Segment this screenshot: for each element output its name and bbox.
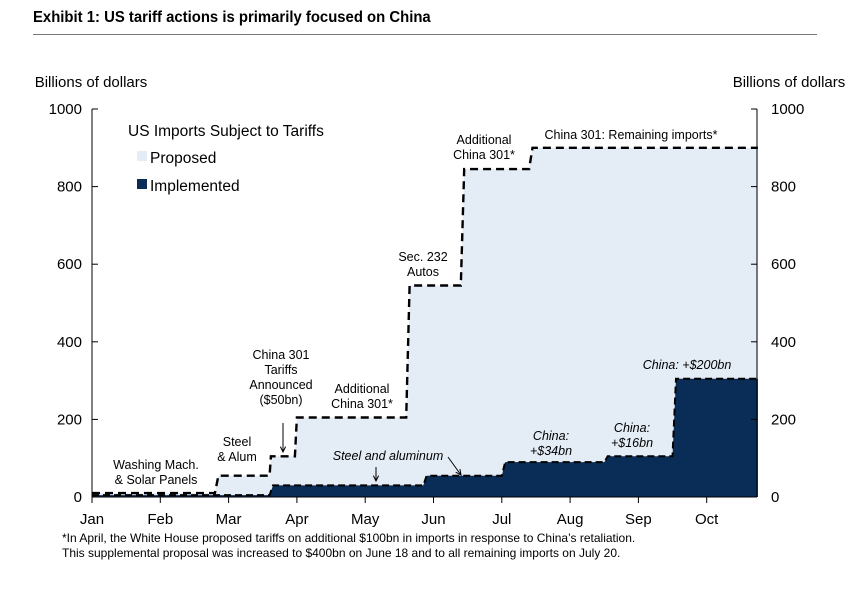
annotation-arrow <box>447 456 462 476</box>
y-axis-title-right: Billions of dollars <box>733 74 846 91</box>
x-tick-label: Jul <box>492 511 511 528</box>
x-tick-label: Jan <box>80 511 104 528</box>
y-tick-label-left: 800 <box>57 179 82 196</box>
annotation-text: China: <box>614 421 650 435</box>
annotation-text: & Alum <box>217 450 257 464</box>
annotation-text: Washing Mach. <box>113 458 199 472</box>
annotation-text: China 301: Remaining imports* <box>544 128 717 142</box>
annotation-arrowhead <box>372 475 380 483</box>
x-tick-label: Jun <box>421 511 445 528</box>
annotation-text: Steel and aluminum <box>333 449 443 463</box>
x-tick-label: May <box>351 511 380 528</box>
annotation-text: Tariffs <box>264 363 297 377</box>
annotation-text: +$34bn <box>530 444 572 458</box>
footnote-line: *In April, the White House proposed tari… <box>62 531 636 545</box>
proposed-area <box>92 147 758 498</box>
annotation-text: +$16bn <box>611 436 653 450</box>
y-tick-label-left: 600 <box>57 256 82 273</box>
exhibit-title: Exhibit 1: US tariff actions is primaril… <box>33 9 431 26</box>
annotation-text: Announced <box>249 378 312 392</box>
x-tick-label: Apr <box>285 511 308 528</box>
y-tick-label-right: 1000 <box>771 101 804 118</box>
annotation-arrowhead <box>279 446 287 454</box>
legend-swatch-implemented <box>137 179 147 189</box>
annotation-text: ($50bn) <box>259 393 302 407</box>
annotation-text: China 301* <box>331 397 393 411</box>
x-tick-label: Oct <box>695 511 719 528</box>
y-tick-label-right: 400 <box>771 334 796 351</box>
proposed-step-line <box>92 146 758 495</box>
annotation-text: & Solar Panels <box>115 473 198 487</box>
y-tick-label-left: 0 <box>74 489 82 506</box>
annotation: China:+$34bn <box>530 429 572 458</box>
annotation-text: China 301* <box>453 148 515 162</box>
y-tick-label-right: 600 <box>771 256 796 273</box>
y-axis-title-left: Billions of dollars <box>35 74 148 91</box>
x-tick-label: Feb <box>147 511 173 528</box>
y-tick-label-right: 800 <box>771 179 796 196</box>
tariff-chart: 0 0 200 200 400 400 600 600 800 800 1000 1000 Jan Feb… <box>35 74 846 528</box>
y-tick-label-left: 200 <box>57 411 82 428</box>
y-tick-label-right: 200 <box>771 411 796 428</box>
annotation-text: Autos <box>407 265 439 279</box>
annotation-text: Additional <box>457 133 512 147</box>
x-tick-label: Aug <box>557 511 584 528</box>
annotation-text: China: <box>533 429 569 443</box>
implemented-area <box>92 378 758 497</box>
legend-title: US Imports Subject to Tariffs <box>128 123 324 140</box>
annotation: Steel& Alum <box>217 435 257 464</box>
legend-label-implemented: Implemented <box>150 178 240 195</box>
footnote-line: This supplemental proposal was increased… <box>62 546 621 560</box>
y-tick-label-left: 1000 <box>49 101 82 118</box>
annotation-text: Additional <box>335 382 390 396</box>
legend-label-proposed: Proposed <box>150 150 216 167</box>
annotation: China:+$16bn <box>611 421 653 450</box>
annotation: China 301: Remaining imports* <box>544 128 717 142</box>
y-tick-label-right: 0 <box>771 489 779 506</box>
title-rule <box>33 34 817 35</box>
annotation-text: China: +$200bn <box>643 358 732 372</box>
footnote: *In April, the White House proposed tari… <box>62 531 635 561</box>
y-tick-label-left: 400 <box>57 334 82 351</box>
annotation-text: Steel <box>223 435 252 449</box>
implemented-step-line <box>92 377 758 497</box>
annotation-text: China 301 <box>253 348 310 362</box>
legend: US Imports Subject to Tariffs Proposed Imp… <box>128 123 324 195</box>
annotation-text: Sec. 232 <box>398 250 447 264</box>
x-tick-label: Sep <box>625 511 652 528</box>
annotation-arrowhead <box>455 469 462 476</box>
annotation: Steel and aluminum <box>333 449 443 463</box>
legend-swatch-proposed <box>137 151 147 161</box>
x-tick-label: Mar <box>216 511 242 528</box>
annotation: China: +$200bn <box>643 358 732 372</box>
annotation: Washing Mach.& Solar Panels <box>113 458 199 487</box>
